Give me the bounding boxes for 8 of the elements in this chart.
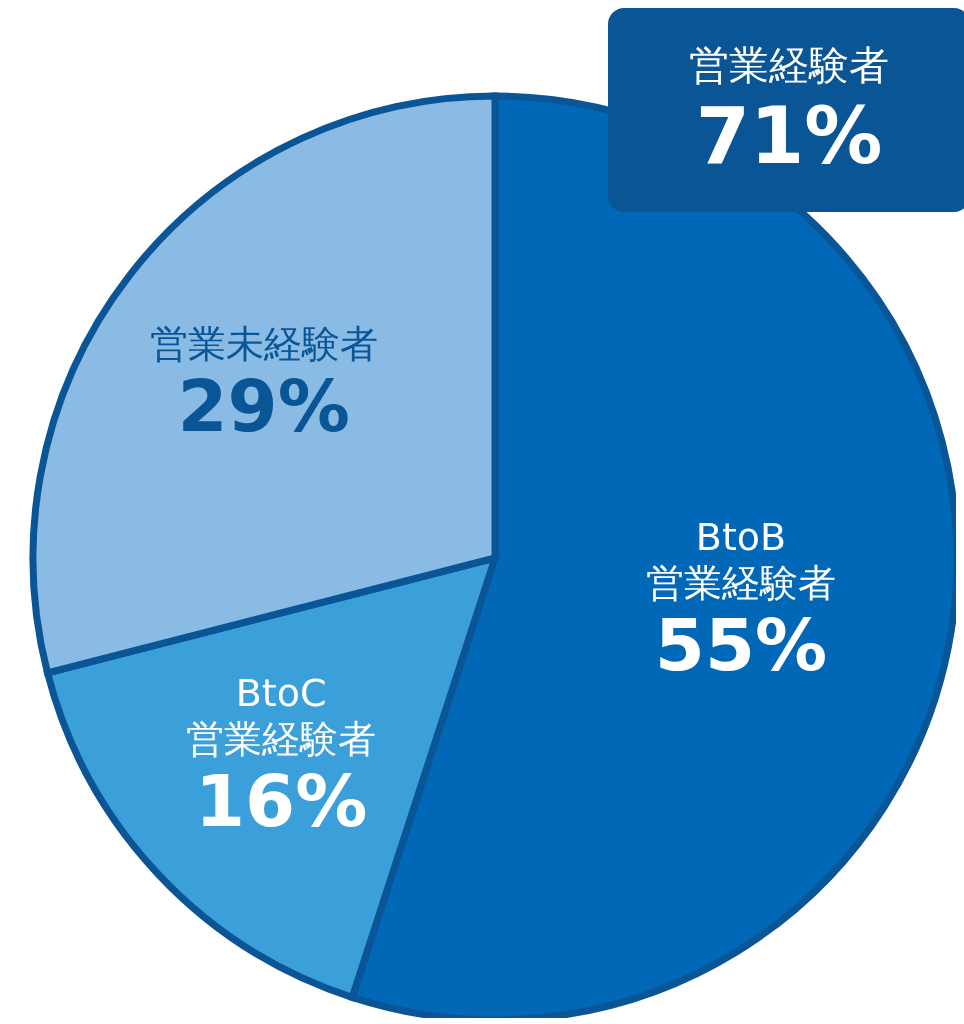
slice-label: 営業未経験者	[149, 322, 378, 367]
data-label: 29%	[177, 364, 350, 449]
data-label: 55%	[654, 602, 828, 687]
data-label: 16%	[195, 759, 368, 844]
slice-label: BtoC 営業経験者	[186, 671, 377, 762]
text: 71%	[694, 91, 884, 181]
text: 営業経験者	[688, 41, 890, 90]
slice-label: BtoB 営業経験者	[645, 514, 836, 605]
